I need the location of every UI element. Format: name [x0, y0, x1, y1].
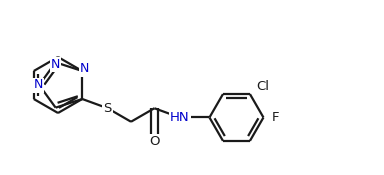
Text: Cl: Cl: [256, 80, 269, 93]
Text: F: F: [271, 111, 279, 124]
Text: S: S: [103, 102, 112, 115]
Text: HN: HN: [170, 111, 190, 124]
Text: N: N: [33, 79, 43, 92]
Text: N: N: [79, 62, 89, 75]
Text: O: O: [149, 135, 160, 148]
Text: N: N: [51, 58, 60, 71]
